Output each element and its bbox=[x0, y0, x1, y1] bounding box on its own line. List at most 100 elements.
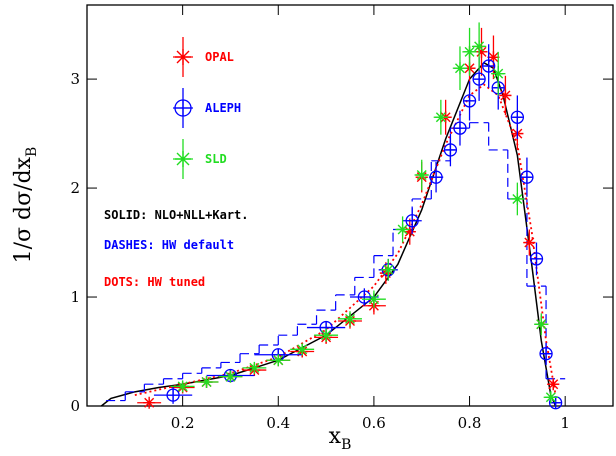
y-tick-label: 1 bbox=[70, 288, 80, 306]
marker bbox=[415, 168, 428, 181]
marker-part bbox=[272, 354, 285, 367]
marker bbox=[482, 59, 496, 73]
marker bbox=[403, 225, 416, 238]
marker bbox=[453, 62, 466, 75]
y-tick-label: 2 bbox=[70, 179, 80, 197]
marker-part bbox=[453, 62, 466, 75]
marker bbox=[174, 99, 192, 117]
x-label-sub: B bbox=[341, 437, 351, 453]
marker-part bbox=[434, 111, 447, 124]
marker bbox=[462, 94, 477, 108]
legend-label: OPAL bbox=[205, 50, 234, 64]
marker bbox=[510, 110, 525, 124]
marker bbox=[382, 263, 395, 276]
marker bbox=[492, 67, 505, 80]
marker bbox=[463, 45, 476, 58]
marker bbox=[175, 151, 191, 167]
curve-legend-label: DASHES: HW default bbox=[104, 238, 234, 252]
y-label-sub: B bbox=[24, 147, 40, 157]
marker-part bbox=[499, 89, 512, 102]
marker-part bbox=[248, 361, 261, 374]
x-tick-label: 0.4 bbox=[266, 414, 290, 432]
x-tick-label: 1 bbox=[560, 414, 570, 432]
x-tick-label: 0.8 bbox=[458, 414, 482, 432]
y-axis-label: 1/σ dσ/dxB bbox=[11, 147, 40, 264]
y-tick-label: 0 bbox=[70, 397, 80, 415]
marker-part bbox=[473, 73, 486, 86]
marker bbox=[539, 347, 553, 361]
marker-part bbox=[367, 293, 380, 306]
x-axis-label: xB bbox=[329, 424, 352, 453]
marker bbox=[272, 354, 285, 367]
marker-part bbox=[530, 252, 543, 265]
marker-part bbox=[396, 223, 409, 236]
marker bbox=[429, 170, 443, 184]
marker-part bbox=[463, 94, 476, 107]
marker-part bbox=[175, 100, 191, 116]
marker-part bbox=[487, 51, 500, 64]
curve bbox=[134, 83, 557, 396]
marker-part bbox=[175, 151, 191, 167]
marker-part bbox=[475, 45, 488, 58]
marker-part bbox=[176, 380, 189, 393]
marker-part bbox=[520, 171, 533, 184]
marker bbox=[473, 40, 486, 53]
curve bbox=[100, 61, 557, 407]
marker-part bbox=[482, 60, 495, 73]
marker-part bbox=[382, 263, 395, 276]
marker bbox=[520, 170, 534, 184]
marker-part bbox=[511, 111, 524, 124]
marker bbox=[320, 329, 333, 342]
marker-part bbox=[224, 370, 237, 383]
marker bbox=[443, 143, 458, 157]
marker-part bbox=[523, 236, 536, 249]
x-label-main: x bbox=[329, 424, 342, 449]
marker bbox=[396, 223, 409, 236]
marker bbox=[547, 378, 560, 391]
marker-part bbox=[358, 291, 371, 304]
marker bbox=[143, 396, 156, 409]
marker-part bbox=[463, 45, 476, 58]
marker-part bbox=[406, 214, 419, 227]
marker bbox=[453, 121, 467, 135]
curve-legend-label: SOLID: NLO+NLL+Kart. bbox=[104, 208, 249, 222]
marker bbox=[405, 214, 419, 228]
marker-part bbox=[540, 347, 553, 360]
marker-part bbox=[430, 171, 443, 184]
marker bbox=[175, 49, 191, 65]
marker bbox=[200, 376, 213, 389]
marker-part bbox=[175, 49, 191, 65]
marker bbox=[475, 45, 488, 58]
marker bbox=[529, 252, 544, 266]
marker-part bbox=[320, 329, 333, 342]
legend-label: ALEPH bbox=[205, 101, 241, 115]
marker bbox=[544, 391, 557, 404]
marker bbox=[367, 293, 380, 306]
marker bbox=[511, 192, 524, 205]
marker bbox=[499, 89, 512, 102]
marker-part bbox=[535, 318, 548, 331]
marker bbox=[224, 370, 237, 383]
y-tick-label: 3 bbox=[70, 70, 80, 88]
marker bbox=[248, 361, 261, 374]
marker bbox=[535, 318, 548, 331]
marker-part bbox=[167, 389, 180, 402]
marker-part bbox=[296, 343, 309, 356]
marker bbox=[434, 111, 447, 124]
marker-part bbox=[473, 40, 486, 53]
marker bbox=[472, 72, 486, 86]
marker-part bbox=[344, 312, 356, 325]
legend-label: SLD bbox=[205, 152, 227, 166]
marker-part bbox=[453, 122, 466, 135]
marker-part bbox=[403, 225, 416, 238]
marker-part bbox=[549, 396, 562, 409]
marker-part bbox=[200, 376, 213, 389]
marker-part bbox=[492, 67, 505, 80]
marker-part bbox=[415, 168, 428, 181]
x-tick-label: 0.2 bbox=[171, 414, 195, 432]
marker-part bbox=[143, 396, 156, 409]
marker bbox=[523, 236, 536, 249]
marker-part bbox=[444, 143, 457, 156]
marker bbox=[487, 51, 500, 64]
